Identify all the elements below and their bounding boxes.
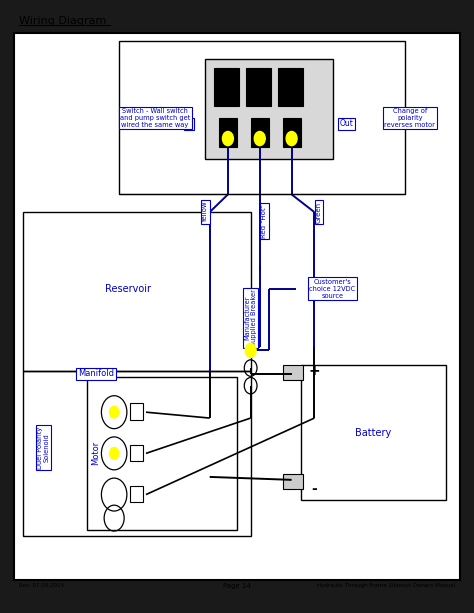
Text: Manufacturer
Supplied Breaker: Manufacturer Supplied Breaker [244,289,257,346]
FancyBboxPatch shape [246,68,271,106]
FancyBboxPatch shape [283,118,301,147]
Circle shape [286,131,297,146]
Text: Rev: 07.09.2014: Rev: 07.09.2014 [18,584,64,588]
Text: Page 14: Page 14 [223,583,251,588]
FancyBboxPatch shape [283,365,303,380]
Text: Battery: Battery [356,428,392,438]
FancyBboxPatch shape [219,118,237,147]
Text: Yellow: Yellow [202,201,208,223]
Text: Wiring Diagram: Wiring Diagram [18,16,106,26]
Circle shape [254,131,265,146]
Circle shape [222,131,233,146]
Text: In: In [186,120,193,128]
Text: Duel Polarity
Solenoid: Duel Polarity Solenoid [37,427,50,468]
Circle shape [109,447,118,459]
Text: Customer's
choice 12VDC
source: Customer's choice 12VDC source [310,278,356,299]
Text: Change of
polarity
reverses motor: Change of polarity reverses motor [384,108,435,128]
Text: Motor: Motor [91,441,100,465]
Text: +: + [309,364,320,378]
Circle shape [109,406,118,418]
Text: Green: Green [316,202,322,223]
Text: Out: Out [339,120,353,128]
FancyBboxPatch shape [283,474,303,489]
FancyBboxPatch shape [278,68,303,106]
FancyBboxPatch shape [214,68,239,106]
Text: Hydraulic Through Frame Slideout Owners Manual: Hydraulic Through Frame Slideout Owners … [317,584,456,588]
Text: Manifold: Manifold [78,370,114,378]
Text: Reservoir: Reservoir [105,284,151,294]
Circle shape [245,343,256,357]
Text: Red "Hot": Red "Hot" [261,204,267,238]
Text: Switch - Wall switch
and pump switch get
wired the same way: Switch - Wall switch and pump switch get… [120,108,190,128]
FancyBboxPatch shape [205,59,333,159]
FancyBboxPatch shape [251,118,269,147]
Text: -: - [311,482,317,496]
FancyBboxPatch shape [14,32,460,580]
